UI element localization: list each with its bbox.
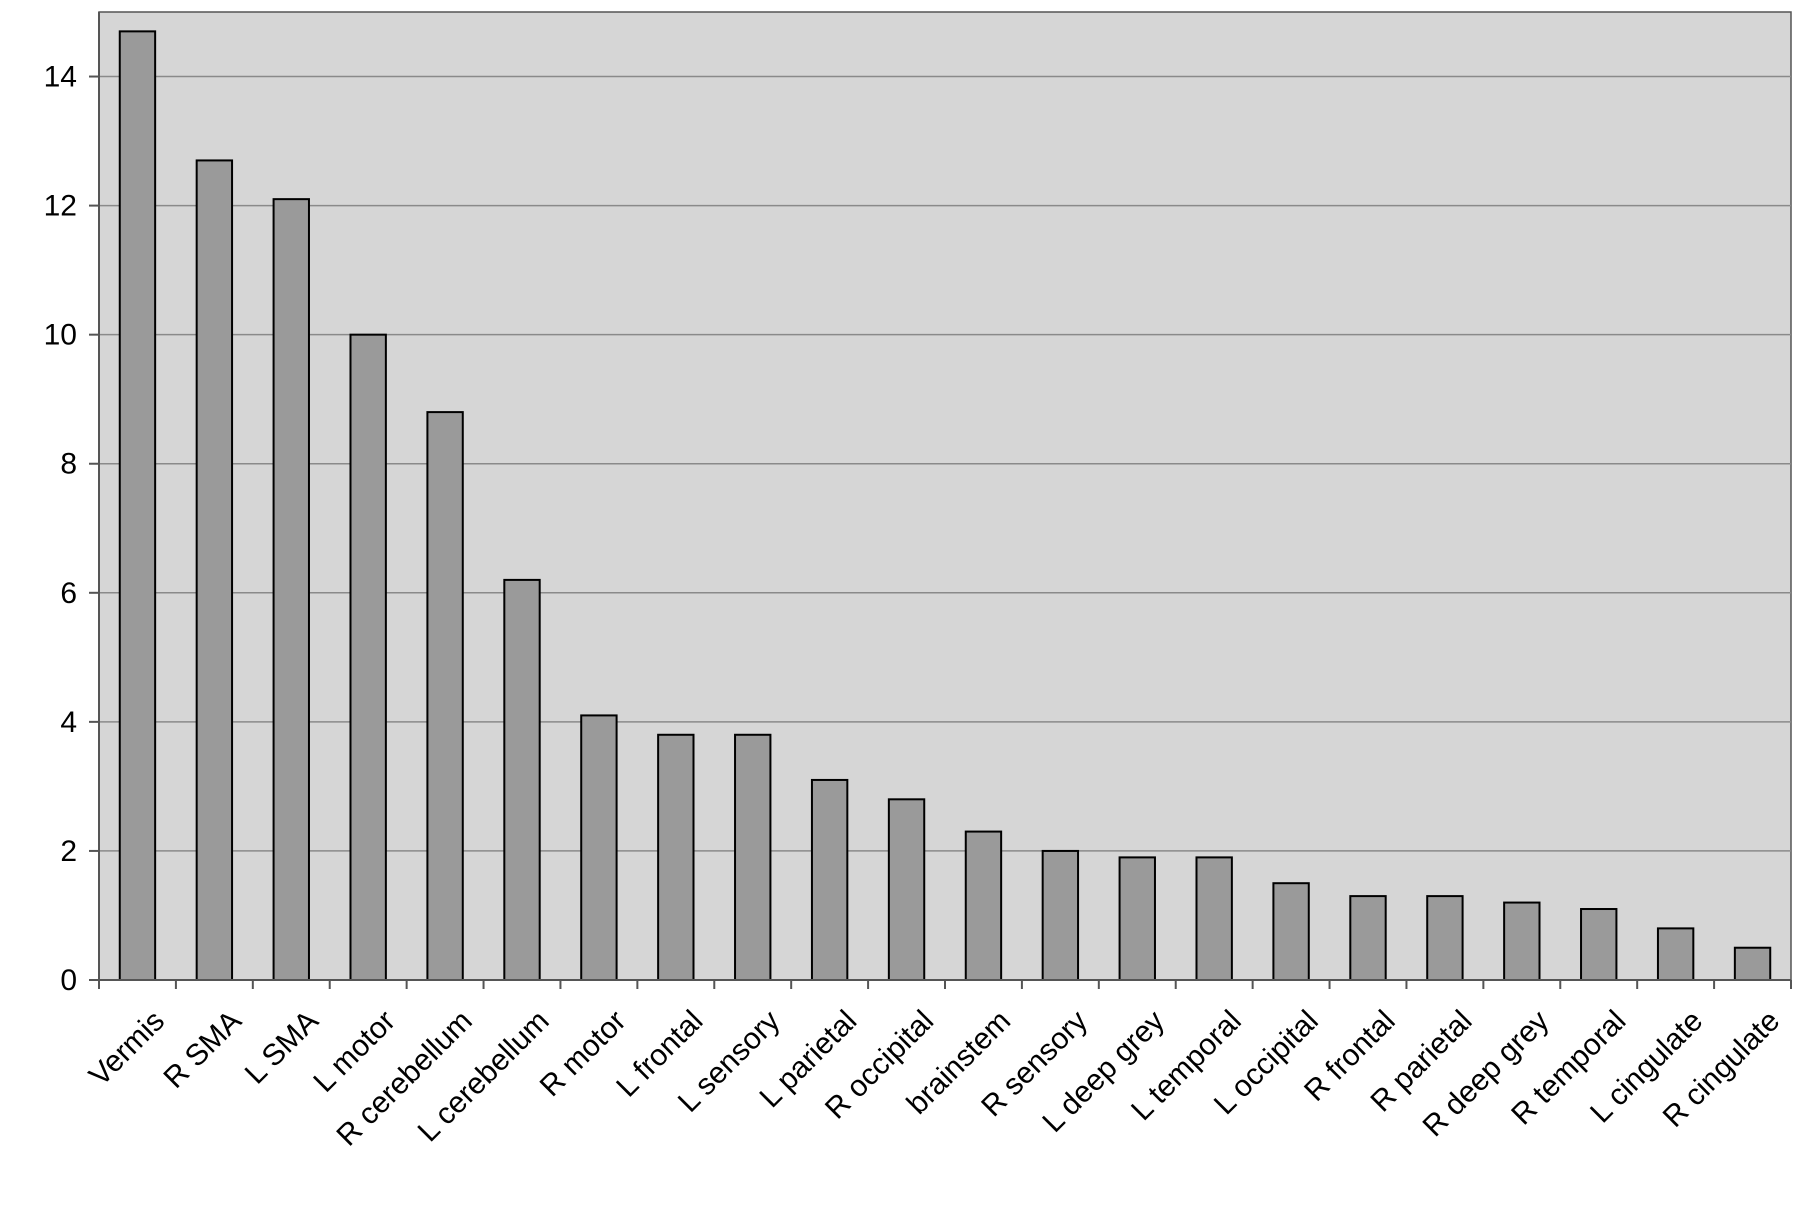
bar-r-frontal: [1349, 895, 1387, 982]
bar-r-parietal: [1426, 895, 1464, 982]
y-tick-labels: 0 2 4 6 8 10 12 14: [44, 61, 77, 997]
bar-brainstem: [964, 830, 1003, 981]
y-tick-label-8: 8: [60, 448, 77, 481]
category-label-vermis: Vermis: [83, 1004, 171, 1092]
bar-l-motor: [349, 333, 387, 981]
y-tick-label-14: 14: [44, 61, 77, 94]
y-tick-label-6: 6: [60, 577, 77, 610]
bar-vermis: [118, 30, 157, 982]
bars: [118, 30, 1772, 982]
y-tick-label-10: 10: [44, 319, 77, 352]
bar-r-occipital: [887, 798, 926, 981]
bar-l-cerebellum: [503, 578, 541, 981]
bar-l-sma: [272, 198, 310, 981]
y-ticks: [89, 75, 99, 981]
bar-r-cerebellum: [426, 411, 464, 981]
category-label-r-cerebellum: R cerebellum: [330, 1004, 478, 1152]
bar-r-temporal: [1580, 908, 1618, 981]
bar-l-frontal: [657, 733, 695, 981]
bar-r-sensory: [1041, 849, 1080, 982]
bar-l-deep-grey: [1118, 856, 1156, 981]
y-tick-label-12: 12: [44, 190, 77, 223]
bar-l-temporal: [1195, 856, 1233, 981]
bar-l-cingulate: [1656, 927, 1695, 982]
bar-l-occipital: [1272, 882, 1310, 982]
bar-r-motor: [580, 714, 618, 981]
y-tick-label-2: 2: [60, 835, 77, 868]
bar-r-sma: [195, 159, 234, 981]
bar-r-deep-grey: [1503, 901, 1541, 981]
y-tick-label-0: 0: [60, 964, 77, 997]
y-tick-label-4: 4: [60, 706, 77, 739]
bar-r-cingulate: [1733, 946, 1772, 982]
x-ticks: [98, 980, 1792, 989]
bar-l-sensory: [734, 733, 772, 981]
bar-l-parietal: [810, 778, 849, 981]
category-label-r-sma: R SMA: [157, 1004, 248, 1095]
